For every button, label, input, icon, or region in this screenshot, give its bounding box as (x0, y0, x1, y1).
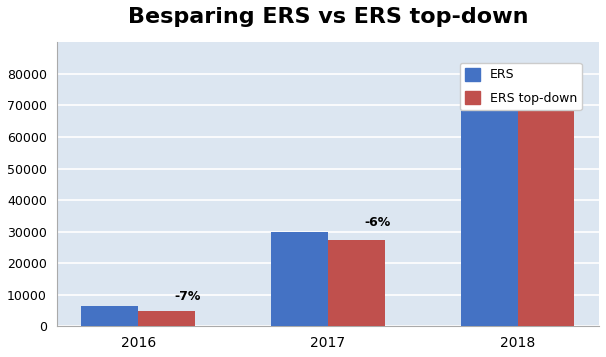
Bar (461, 84, 518, 326)
Bar (518, 90, 574, 326)
Title: Besparing ERS vs ERS top-down: Besparing ERS vs ERS top-down (128, 7, 528, 27)
Text: -2%: -2% (553, 67, 580, 80)
Bar (271, 232, 328, 326)
Legend: ERS, ERS top-down: ERS, ERS top-down (460, 63, 582, 110)
Text: -6%: -6% (364, 216, 390, 228)
Text: -7%: -7% (175, 290, 201, 303)
Bar (328, 240, 385, 326)
Bar (138, 311, 195, 326)
Bar (81, 306, 138, 326)
